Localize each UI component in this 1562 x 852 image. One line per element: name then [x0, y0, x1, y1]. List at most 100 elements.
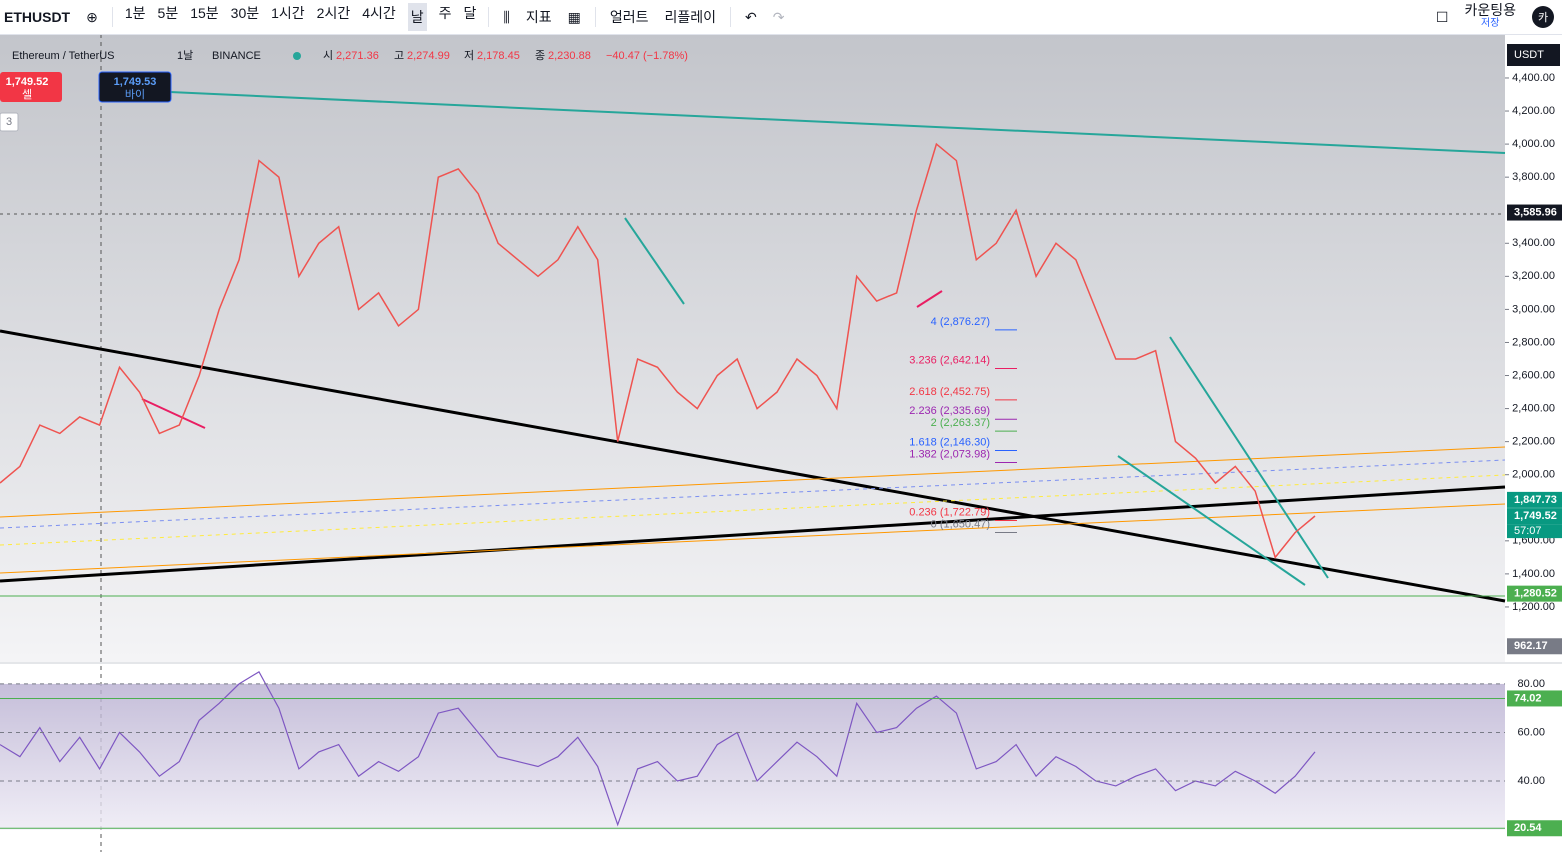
buy-button[interactable] [98, 71, 172, 103]
rsi-line [0, 670, 1316, 827]
channel-line [0, 459, 1506, 529]
collapse-button[interactable] [0, 112, 19, 132]
price-badge-label: 1,749.52 [1514, 510, 1557, 522]
trend-line [624, 217, 685, 305]
separator [111, 7, 113, 27]
add-symbol[interactable]: ⊕ [86, 8, 98, 25]
sell-label: 셀 [22, 88, 32, 101]
y-tick-label: 3,000.00 [1512, 303, 1555, 315]
currency: USDT [1514, 49, 1544, 61]
y-tick-label: 2,400.00 [1512, 402, 1555, 414]
save-label: 저장 [1481, 18, 1500, 29]
interval-button[interactable]: 주 [438, 5, 452, 21]
interval-button[interactable]: 달 [463, 5, 477, 21]
interval-button[interactable]: 4시간 [362, 5, 396, 21]
open-label: 시 [323, 50, 333, 62]
y-tick-label: 40.00 [1517, 775, 1545, 787]
indicators-button[interactable]: 지표 [525, 9, 552, 25]
channel-line [0, 446, 1506, 518]
interval-button[interactable]: 15분 [190, 5, 219, 21]
exchange: BINANCE [212, 50, 261, 62]
templates[interactable]: ▦ [567, 8, 581, 25]
fib-label: 0.236 (1,722.79) [909, 506, 990, 518]
sell-button[interactable] [0, 72, 62, 102]
trend-line [169, 91, 1506, 154]
layout-name: 카운팅용 [1464, 2, 1516, 18]
symbol[interactable]: ETHUSDT [4, 9, 71, 25]
avatar[interactable]: 카 [1532, 6, 1554, 28]
high-label: 고 [394, 50, 404, 62]
price-badge [1507, 690, 1562, 707]
redo[interactable]: ↷ [772, 8, 785, 25]
fib-label: 2.236 (2,335.69) [909, 405, 990, 417]
price-axis [1505, 34, 1562, 852]
y-tick-label: 4,000.00 [1512, 138, 1555, 150]
interval: 1날 [177, 49, 193, 62]
price-badge [1507, 638, 1562, 655]
channel-line [0, 474, 1506, 546]
interval-button[interactable]: 1분 [124, 5, 146, 21]
alert-button[interactable]: 얼러트 [609, 9, 649, 25]
symbol-name: Ethereum / TetherUS [12, 50, 115, 62]
channel-line [0, 503, 1506, 574]
trend-line [0, 329, 1506, 603]
fib-label: 0 (1,650.47) [931, 518, 990, 530]
y-tick-label: 1,200.00 [1512, 601, 1555, 613]
countdown: 57:07 [1514, 525, 1542, 537]
y-tick-label: 4,200.00 [1512, 105, 1555, 117]
y-tick-label: 2,200.00 [1512, 436, 1555, 448]
sell-box[interactable]: 1,749.52 셀 1,749.53 바이 3 [0, 71, 172, 132]
legend: Ethereum / TetherUS 1날 BINANCE 시 2,271.3… [12, 49, 688, 62]
toolbar: ETHUSDT ⊕ 1분 5분 15분 30분 1시간 2시간 4시간 날 주 달 ⫼ 지표 ▦ … [0, 0, 1562, 35]
price-badge [1507, 491, 1562, 508]
interval-button[interactable]: 날 [407, 3, 427, 31]
price-badge-label: 74.02 [1514, 692, 1542, 704]
price-badge [1507, 585, 1562, 602]
price-line [0, 142, 1316, 559]
fib-label: 1.382 (2,073.98) [909, 448, 990, 460]
y-tick-label: 4,400.00 [1512, 72, 1555, 84]
interval-button[interactable]: 5분 [157, 5, 179, 21]
price-badge-label: 962.17 [1514, 640, 1548, 652]
currency-button[interactable] [1507, 44, 1560, 66]
price-badge [1507, 204, 1562, 221]
buy-label: 바이 [125, 88, 145, 101]
close-label: 종 [535, 50, 545, 62]
interval-button[interactable]: 30분 [230, 5, 260, 21]
intervals: 1분 5분 15분 30분 1시간 2시간 4시간 날 주 달 [119, 3, 483, 31]
fib-label: 4 (2,876.27) [931, 316, 990, 328]
rsi-band [0, 683, 1505, 830]
y-tick-label: 2,800.00 [1512, 336, 1555, 348]
chart-type[interactable]: ⫼ [503, 8, 510, 25]
price-badge [1507, 820, 1562, 837]
layout[interactable]: 카운팅용 저장 [1464, 2, 1516, 30]
interval-button[interactable]: 1시간 [271, 5, 305, 21]
separator [730, 7, 732, 27]
y-tick-label: 2,000.00 [1512, 469, 1555, 481]
trend-line [916, 290, 943, 308]
countdown-badge [1507, 524, 1562, 539]
change: −40.47 (−1.78%) [606, 50, 688, 62]
replay-button[interactable]: 리플레이 [664, 9, 717, 25]
price-badge-label: 1,280.52 [1514, 588, 1557, 600]
price-badge-label: 3,585.96 [1514, 206, 1557, 218]
separator [594, 7, 596, 27]
collapsed-count: 3 [6, 116, 12, 128]
fib-label: 2 (2,263.37) [931, 417, 990, 429]
undo[interactable]: ↶ [745, 8, 757, 25]
close: 2,230.88 [548, 50, 591, 62]
trend-line [0, 485, 1506, 583]
drawings [0, 91, 1506, 603]
interval-button[interactable]: 2시간 [316, 5, 351, 21]
market-status [293, 52, 301, 60]
fib-label: 2.618 (2,452.75) [909, 386, 990, 398]
open: 2,271.36 [336, 50, 379, 62]
y-tick-label: 3,400.00 [1512, 237, 1555, 249]
layout-checkbox[interactable]: ☐ [1435, 8, 1449, 25]
y-tick-label: 2,600.00 [1512, 369, 1555, 381]
fib-label: 3.236 (2,642.14) [909, 354, 990, 366]
high: 2,274.99 [407, 50, 450, 62]
y-tick-label: 80.00 [1517, 678, 1545, 690]
price-badge [1507, 508, 1562, 525]
